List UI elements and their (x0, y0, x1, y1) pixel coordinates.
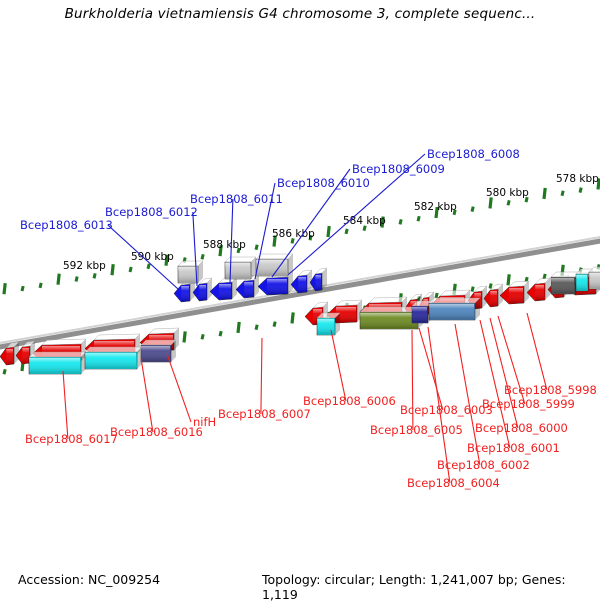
gene-feature[interactable] (526, 277, 551, 302)
gene-feature[interactable] (209, 276, 238, 301)
gene-label-bcep1808_6017[interactable]: Bcep1808_6017 (25, 432, 118, 446)
gene-feature[interactable] (309, 267, 328, 292)
axis-tick-label-3: 586 kbp (272, 228, 315, 240)
gene-label-bcep1808_6003[interactable]: Bcep1808_6003 (400, 403, 493, 417)
gene-feature[interactable] (28, 351, 87, 375)
gene-label-bcep1808_6008[interactable]: Bcep1808_6008 (427, 147, 520, 161)
gene-feature[interactable] (483, 283, 504, 308)
gene-feature[interactable] (326, 299, 363, 324)
topology-status: Topology: circular; Length: 1,241,007 bp… (262, 572, 566, 602)
axis-tick-label-2: 588 kbp (203, 239, 246, 251)
gene-label-bcep1808_6004[interactable]: Bcep1808_6004 (407, 476, 500, 490)
gene-feature[interactable] (428, 297, 481, 321)
gene-feature[interactable] (290, 269, 313, 294)
gene-label-bcep1808_6009[interactable]: Bcep1808_6009 (352, 162, 445, 176)
gene-label-bcep1808_6016[interactable]: Bcep1808_6016 (110, 425, 203, 439)
gene-feature[interactable] (316, 312, 341, 336)
axis-tick-label-1: 590 kbp (131, 251, 174, 263)
gene-leader-lines-bottom (62, 312, 548, 484)
gene-leader-lines-top (107, 153, 426, 290)
gene-label-bcep1808_6000[interactable]: Bcep1808_6000 (475, 421, 568, 435)
gene-label-bcep1808_6013[interactable]: Bcep1808_6013 (20, 218, 113, 232)
gene-feature[interactable] (173, 278, 196, 303)
axis-tick-label-4: 584 kbp (343, 215, 386, 227)
gene-feature[interactable] (140, 339, 177, 363)
gene-feature[interactable] (177, 260, 204, 284)
gene-label-bcep1808_6006[interactable]: Bcep1808_6006 (303, 394, 396, 408)
axis-tick-label-5: 582 kbp (414, 201, 457, 213)
gene-feature[interactable] (224, 256, 257, 280)
gene-feature[interactable] (0, 341, 20, 366)
gene-label-bcep1808_6001[interactable]: Bcep1808_6001 (467, 441, 560, 455)
gene-label-bcep1808_5998[interactable]: Bcep1808_5998 (504, 383, 597, 397)
gene-feature[interactable] (499, 280, 530, 305)
gene-label-bcep1808_5999[interactable]: Bcep1808_5999 (482, 397, 575, 411)
gene-feature[interactable] (192, 277, 213, 302)
gene-feature[interactable] (84, 346, 143, 370)
axis-tick-label-0: 592 kbp (63, 260, 106, 272)
gene-label-bcep1808_6002[interactable]: Bcep1808_6002 (437, 458, 530, 472)
page-title: Burkholderia vietnamiensis G4 chromosome… (64, 6, 536, 22)
gene-label-nifh[interactable]: nifH (193, 415, 216, 429)
gene-labels-bottom[interactable]: Bcep1808_6017Bcep1808_6016nifHBcep1808_6… (25, 383, 597, 490)
gene-label-bcep1808_6012[interactable]: Bcep1808_6012 (105, 205, 198, 219)
gene-feature[interactable] (15, 340, 36, 365)
axis-tick-label-6: 580 kbp (486, 187, 529, 199)
axis-tick-label-7: 578 kbp (556, 173, 599, 185)
gene-feature[interactable] (255, 253, 294, 277)
accession-status: Accession: NC_009254 (18, 572, 161, 587)
feature-track-upper[interactable] (173, 253, 328, 303)
gene-label-bcep1808_6007[interactable]: Bcep1808_6007 (218, 407, 311, 421)
gene-label-bcep1808_6005[interactable]: Bcep1808_6005 (370, 423, 463, 437)
gene-feature[interactable] (550, 271, 581, 295)
gene-feature[interactable] (588, 266, 600, 290)
gene-label-bcep1808_6011[interactable]: Bcep1808_6011 (190, 192, 283, 206)
feature-track-lower[interactable] (0, 266, 600, 375)
gene-label-bcep1808_6010[interactable]: Bcep1808_6010 (277, 176, 370, 190)
axis-tick-labels: 592 kbp 590 kbp 588 kbp 586 kbp 584 kbp 582 k… (63, 173, 599, 272)
